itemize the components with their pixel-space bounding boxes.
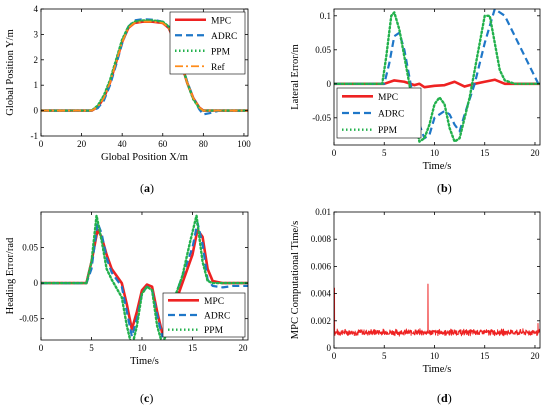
x-tick-label: 0 [332, 351, 337, 361]
x-tick-label: 10 [430, 351, 440, 361]
x-tick-label: 5 [89, 343, 94, 353]
series-line-ppm [41, 19, 248, 112]
x-tick-label: 60 [158, 139, 168, 149]
x-tick-label: 80 [199, 139, 209, 149]
series-line-ppm [41, 214, 248, 340]
y-tick-label: 4 [34, 4, 39, 14]
y-tick-label: 0.008 [311, 234, 332, 244]
x-tick-label: 0 [332, 148, 337, 158]
series-group [41, 18, 248, 116]
legend-label-mpc: MPC [378, 93, 398, 103]
y-tick-label: 0.1 [320, 11, 331, 21]
axes-frame [40, 211, 249, 341]
legend-label-ref: Ref [211, 62, 226, 73]
axes-frame [333, 211, 541, 349]
x-tick-label: 0 [39, 139, 44, 149]
legend-label-adrc: ADRC [378, 110, 404, 120]
axes-frame [40, 8, 249, 137]
y-tick-label: 2 [34, 55, 39, 65]
x-tick-label: 20 [530, 351, 540, 361]
x-axis-label: Global Position X/m [101, 152, 188, 163]
legend-label-mpc: MPC [204, 297, 224, 307]
y-tick-label: 0 [34, 278, 39, 288]
series-line-ref [41, 20, 248, 112]
x-tick-label: 0 [39, 343, 44, 353]
y-axis-label: MPC Computational Time/s [290, 221, 301, 339]
x-tick-label: 15 [480, 351, 490, 361]
x-tick-label: 10 [137, 343, 147, 353]
chart-panel-d: 0 5 10 15 20 0 0.002 0.004 0.006 0.008 0.01 Time/s M… [290, 207, 541, 405]
x-axis-label: Time/s [130, 356, 159, 367]
legend-label-adrc: ADRC [204, 312, 230, 322]
panel-label: (d) [437, 391, 452, 405]
y-tick-label: -0.05 [19, 314, 38, 324]
y-tick-label: 0.002 [311, 316, 331, 326]
series-group [41, 214, 248, 340]
y-axis-label: Lateral Error/m [290, 44, 301, 110]
y-tick-label: 0.004 [311, 289, 332, 299]
x-tick-label: 40 [118, 139, 128, 149]
x-axis-label: Time/s [423, 364, 452, 375]
x-tick-label: 10 [430, 148, 440, 158]
chart-panel-c: 0 5 10 15 20 -0.05 0 0.05 Time/s Heading Error/ra… [5, 211, 249, 405]
y-tick-label: 3 [34, 29, 39, 39]
series-group [334, 283, 540, 337]
x-tick-label: 5 [382, 351, 387, 361]
legend-label-ppm: PPM [211, 47, 231, 57]
series-line-adrc [41, 18, 248, 116]
legend-label-mpc: MPC [211, 16, 231, 26]
y-tick-label: -0.05 [312, 113, 331, 123]
legend: MPC ADRC PPM [336, 87, 422, 139]
y-axis-label: Global Position Y/m [5, 29, 16, 116]
series-line-mpc [334, 78, 540, 89]
panel-label: (b) [437, 181, 452, 195]
panel-label: (c) [140, 391, 153, 405]
y-tick-label: 0.05 [22, 243, 38, 253]
x-tick-label: 20 [238, 343, 248, 353]
x-axis-label: Time/s [423, 161, 452, 172]
y-tick-label: 0.05 [315, 45, 331, 55]
chart-panel-b: 0 5 10 15 20 -0.05 0 0.05 0.1 Time/s Lateral Error… [290, 8, 541, 195]
y-tick-label: 0 [34, 106, 39, 116]
legend-label-ppm: PPM [204, 326, 224, 336]
x-tick-label: 15 [188, 343, 198, 353]
axes-frame [333, 8, 541, 146]
x-tick-label: 15 [480, 148, 490, 158]
y-axis-label: Heading Error/rad [5, 237, 16, 314]
y-tick-label: -1 [31, 131, 39, 141]
legend: MPC ADRC PPM [162, 292, 246, 338]
x-tick-label: 5 [382, 148, 387, 158]
y-tick-label: 0.006 [311, 261, 332, 271]
x-tick-label: 100 [237, 139, 251, 149]
legend-label-ppm: PPM [378, 126, 398, 136]
y-tick-label: 1 [34, 80, 39, 90]
series-group [334, 9, 540, 143]
series-line-mpc [334, 283, 540, 337]
legend: MPC ADRC PPM Ref [169, 11, 246, 75]
legend-label-adrc: ADRC [211, 32, 237, 42]
y-tick-label: 0 [327, 343, 332, 353]
panel-label: (a) [140, 181, 154, 195]
x-tick-label: 20 [530, 148, 540, 158]
y-tick-label: 0 [327, 79, 332, 89]
legend-box [169, 11, 246, 75]
series-line-ppm [334, 11, 540, 143]
x-tick-label: 20 [77, 139, 87, 149]
y-tick-label: 0.01 [315, 207, 331, 217]
